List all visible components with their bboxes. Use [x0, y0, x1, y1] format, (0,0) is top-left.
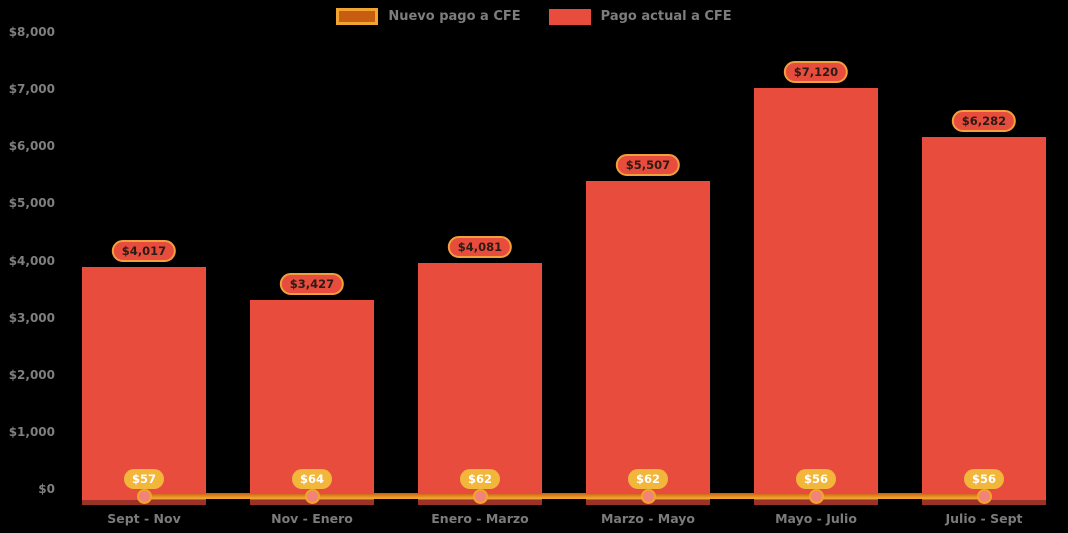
y-tick-label: $6,000: [8, 139, 55, 154]
x-axis-label: Nov - Enero: [271, 511, 353, 526]
nuevo-pago-value-label: $56: [795, 469, 837, 489]
nuevo-pago-point[interactable]: [136, 489, 152, 504]
bar-pago-actual[interactable]: [922, 137, 1046, 505]
nuevo-pago-value-label: $57: [123, 469, 165, 489]
bar-pago-actual[interactable]: [82, 267, 206, 505]
bar-value-label: $4,017: [111, 240, 177, 262]
x-axis-label: Enero - Marzo: [431, 511, 529, 526]
chart-legend: Nuevo pago a CFE Pago actual a CFE: [0, 8, 1068, 25]
legend-label-pago-actual: Pago actual a CFE: [600, 9, 732, 24]
y-tick-label: $0: [38, 482, 55, 496]
y-tick-label: $3,000: [8, 310, 55, 325]
y-tick-label: $4,000: [8, 253, 55, 268]
bar-value-label: $3,427: [279, 273, 345, 295]
legend-label-nuevo-pago: Nuevo pago a CFE: [388, 9, 521, 24]
bar-value-label: $7,120: [783, 61, 849, 83]
y-tick-label: $8,000: [8, 25, 55, 39]
y-tick-label: $2,000: [8, 367, 55, 382]
bar-value-label: $4,081: [447, 236, 513, 258]
y-tick-label: $1,000: [8, 424, 55, 439]
nuevo-pago-point[interactable]: [976, 489, 992, 504]
nuevo-pago-point[interactable]: [808, 489, 824, 504]
legend-swatch-pago-actual: [548, 8, 591, 25]
y-tick-label: $5,000: [8, 196, 55, 211]
nuevo-pago-point[interactable]: [304, 489, 320, 504]
x-axis-label: Marzo - Mayo: [600, 511, 696, 526]
y-tick-label: $7,000: [8, 82, 55, 97]
bar-pago-actual[interactable]: [754, 88, 878, 505]
legend-item-pago-actual[interactable]: Pago actual a CFE: [548, 8, 732, 25]
nuevo-pago-value-label: $62: [459, 469, 501, 489]
bar-value-label: $6,282: [951, 110, 1017, 132]
nuevo-pago-line: [144, 493, 984, 499]
nuevo-pago-value-label: $64: [291, 469, 333, 489]
legend-item-nuevo-pago[interactable]: Nuevo pago a CFE: [336, 8, 521, 25]
x-axis-label: Sept - Nov: [107, 511, 181, 526]
bar-pago-actual[interactable]: [586, 181, 710, 505]
bar-value-label: $5,507: [615, 154, 681, 176]
nuevo-pago-point[interactable]: [640, 489, 656, 504]
nuevo-pago-point[interactable]: [472, 489, 488, 504]
x-axis-label: Mayo - Julio: [775, 511, 857, 526]
x-axis-label: Julio - Sept: [945, 511, 1023, 526]
nuevo-pago-value-label: $62: [627, 469, 669, 489]
nuevo-pago-value-label: $56: [963, 469, 1005, 489]
legend-swatch-nuevo-pago: [336, 8, 379, 25]
